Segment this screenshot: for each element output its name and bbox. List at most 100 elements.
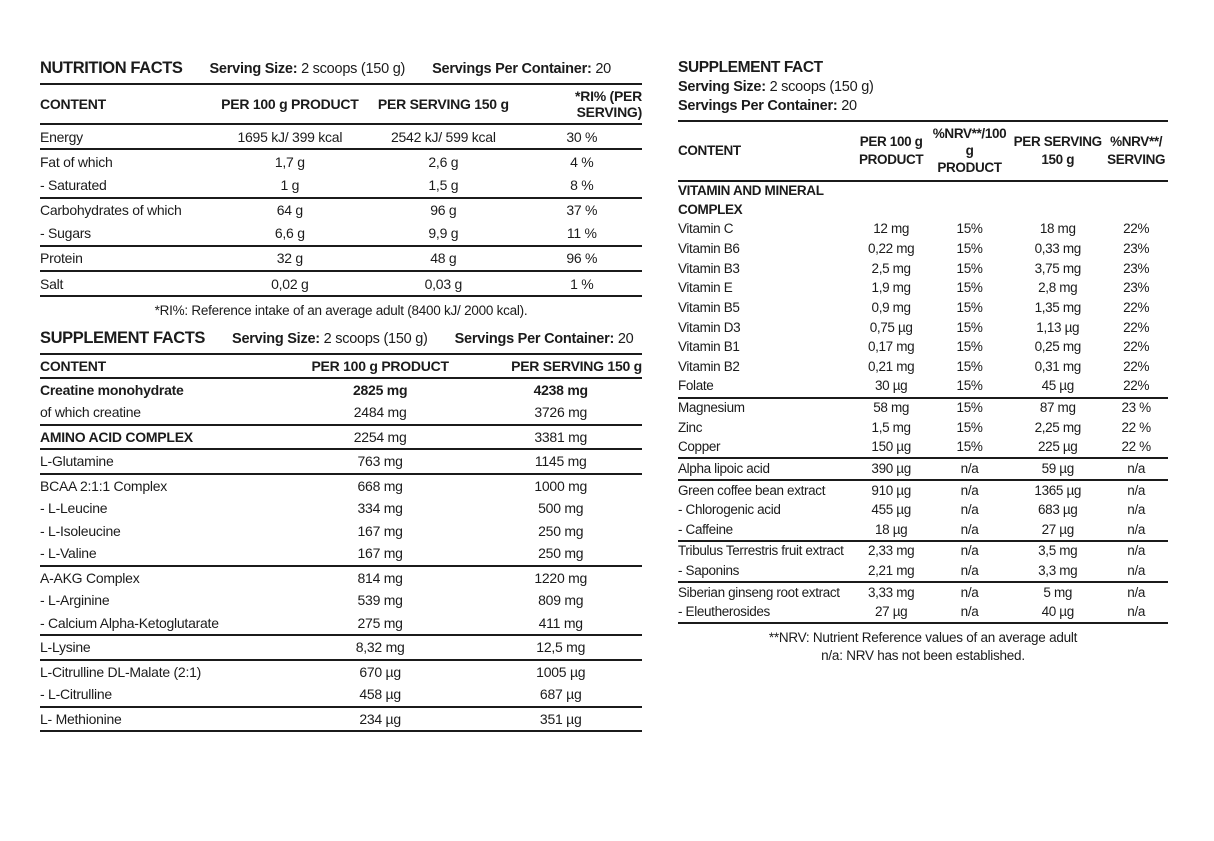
table-cell: 3,3 mg	[1038, 563, 1078, 578]
serving-size-value: 2 scoops (150 g)	[301, 61, 406, 77]
column-header: %NRV**/ SERVING	[1107, 134, 1166, 167]
table-cell: 225 µg	[1038, 439, 1078, 455]
servings-per-container-value: 20	[595, 61, 611, 77]
table-cell: 234 µg	[359, 710, 401, 727]
group-header-row: VITAMIN AND MINERAL COMPLEX	[678, 181, 1168, 220]
table-cell: Vitamin E	[678, 280, 733, 296]
table-row: of which creatine 2484 mg 3726 mg	[40, 401, 642, 424]
nrv-footnote: **NRV: Nutrient Reference values of an a…	[768, 630, 1078, 646]
table-cell: 15%	[956, 419, 983, 435]
table-cell: 1,7 g	[274, 153, 305, 170]
table-cell: 15%	[956, 319, 983, 335]
table-row: A-AKG Complex 814 mg 1220 mg	[40, 566, 642, 589]
table-row: - L-Isoleucine 167 mg 250 mg	[40, 520, 642, 542]
table-cell: 22 %	[1121, 419, 1151, 435]
serving-size-label: Serving Size:	[209, 61, 298, 77]
table-cell: 3381 mg	[534, 428, 588, 445]
table-cell: 18 mg	[1039, 221, 1076, 237]
column-header-row: CONTENT PER 100 g PRODUCT PER SERVING 150 …	[40, 84, 642, 124]
table-cell: 150 µg	[871, 439, 911, 455]
table-cell: 809 mg	[538, 592, 584, 609]
serving-size: Serving Size: 2 scoops (150 g)	[232, 331, 428, 347]
supplement-fact-title-block: SUPPLEMENT FACT Serving Size: 2 scoops (…	[678, 58, 1168, 120]
table-cell: 15%	[956, 400, 983, 415]
data-table: CONTENT PER 100 g PRODUCT PER SERVING 150 …	[40, 83, 642, 298]
table-cell: n/a	[1127, 502, 1145, 518]
table-cell: 45 µg	[1041, 378, 1075, 394]
table-row: Fat of which 1,7 g 2,6 g 4 %	[40, 149, 642, 173]
table-cell: - Eleutherosides	[678, 604, 770, 620]
table-cell: n/a	[1127, 521, 1145, 537]
table-row: - L-Citrulline 458 µg 687 µg	[40, 683, 642, 706]
table-cell: n/a	[1127, 584, 1145, 600]
table-cell: 15%	[956, 299, 983, 315]
table-cell: 0,33 mg	[1034, 241, 1082, 256]
table-cell: 2484 mg	[353, 404, 407, 421]
table-cell: Energy	[40, 128, 83, 145]
table-cell: 4 %	[570, 153, 594, 170]
table-row: - Chlorogenic acid 455 µg n/a 683 µg n/a	[678, 501, 1168, 521]
group-header: VITAMIN AND MINERAL COMPLEX	[678, 183, 824, 217]
supplement-facts-title-row: SUPPLEMENT FACTS Serving Size: 2 scoops …	[40, 328, 642, 353]
servings-per-container-label: Servings Per Container:	[678, 97, 838, 114]
table-cell: A-AKG Complex	[40, 569, 140, 586]
table-cell: 2,5 mg	[871, 260, 912, 276]
table-cell: n/a	[1127, 460, 1145, 476]
serving-size-label: Serving Size:	[678, 79, 766, 96]
table-cell: n/a	[960, 543, 979, 559]
table-cell: Vitamin B3	[678, 260, 740, 276]
table-cell: 390 µg	[871, 460, 911, 476]
table-cell: 2542 kJ/ 599 kcal	[390, 128, 496, 145]
table-row: Folate 30 µg 15% 45 µg 22%	[678, 377, 1168, 398]
supplement-facts-section: SUPPLEMENT FACTS Serving Size: 2 scoops …	[40, 328, 642, 733]
table-cell: 0,75 µg	[869, 319, 913, 335]
table-cell: Folate	[678, 378, 714, 394]
table-cell: - Calcium Alpha-Ketoglutarate	[40, 614, 219, 631]
table-row: Vitamin E 1,9 mg 15% 2,8 mg 23%	[678, 279, 1168, 299]
table-cell: 22%	[1123, 358, 1150, 374]
table-cell: 458 µg	[359, 686, 401, 703]
table-cell: n/a	[1127, 543, 1145, 559]
table-cell: 15%	[956, 241, 983, 256]
servings-per-container-label: Servings Per Container:	[432, 61, 592, 77]
table-row: Vitamin D3 0,75 µg 15% 1,13 µg 22%	[678, 318, 1168, 338]
table-cell: AMINO ACID COMPLEX	[40, 428, 193, 445]
table-cell: 0,25 mg	[1034, 339, 1082, 355]
table-row: Siberian ginseng root extract 3,33 mg n/a 5…	[678, 582, 1168, 603]
table-cell: L-Lysine	[40, 639, 91, 656]
column-header: CONTENT	[40, 96, 106, 112]
table-cell: 275 mg	[357, 614, 403, 631]
table-cell: 3,5 mg	[1038, 543, 1078, 559]
table-cell: - Saturated	[40, 176, 107, 193]
table-cell: 32 g	[276, 250, 303, 267]
table-cell: 2,33 mg	[867, 543, 915, 559]
table-cell: 0,9 mg	[871, 299, 912, 315]
table-cell: 15%	[956, 260, 983, 276]
table-cell: 3,33 mg	[867, 584, 915, 600]
table-cell: 96 g	[430, 202, 457, 219]
table-cell: 687 µg	[539, 686, 582, 703]
servings-per-container: Servings Per Container: 20	[432, 61, 611, 77]
table-row: L-Citrulline DL-Malate (2:1) 670 µg 1005 µ…	[40, 660, 642, 683]
table-row: Carbohydrates of which 64 g 96 g 37 %	[40, 198, 642, 222]
column-header: PER 100 g PRODUCT	[858, 134, 924, 167]
table-row: - L-Leucine 334 mg 500 mg	[40, 497, 642, 519]
table-cell: 1000 mg	[534, 477, 588, 494]
column-header: CONTENT	[40, 358, 106, 374]
table-cell: 411 mg	[538, 614, 583, 631]
table-cell: 59 µg	[1041, 460, 1075, 476]
table-cell: n/a	[960, 460, 979, 476]
servings-per-container-label: Servings Per Container:	[454, 331, 615, 347]
table-cell: 12,5 mg	[536, 639, 586, 656]
table-cell: 3,75 mg	[1034, 260, 1082, 276]
column-header: PER 100 g PRODUCT	[311, 358, 449, 374]
table-row: BCAA 2:1:1 Complex 668 mg 1000 mg	[40, 474, 642, 497]
table-cell: 23 %	[1121, 400, 1151, 415]
table-cell: 2825 mg	[352, 382, 408, 398]
table-row: - Calcium Alpha-Ketoglutarate 275 mg 411 m…	[40, 612, 642, 635]
table-cell: Siberian ginseng root extract	[678, 584, 840, 600]
table-cell: 1005 µg	[536, 663, 586, 680]
table-cell: Creatine monohydrate	[40, 382, 184, 398]
table-row: - L-Arginine 539 mg 809 mg	[40, 589, 642, 611]
